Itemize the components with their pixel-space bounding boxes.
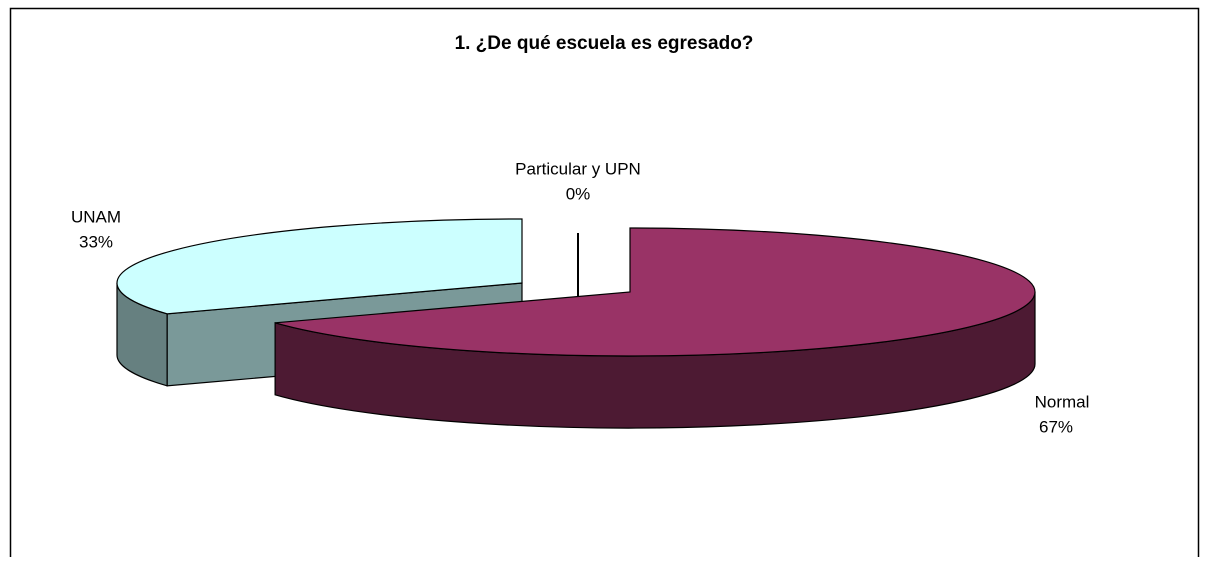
pie-slice bbox=[274, 227, 1036, 429]
slice-top bbox=[116, 218, 523, 315]
slice-label: Particular y UPN bbox=[515, 159, 641, 178]
slice-label: UNAM bbox=[71, 207, 121, 226]
slice-top bbox=[274, 227, 1036, 357]
slice-value-label: 67% bbox=[1039, 417, 1073, 436]
slice-label: Normal bbox=[1035, 392, 1090, 411]
slice-value-label: 33% bbox=[79, 232, 113, 251]
chart-title: 1. ¿De qué escuela es egresado? bbox=[455, 33, 754, 54]
slice-value-label: 0% bbox=[566, 184, 591, 203]
